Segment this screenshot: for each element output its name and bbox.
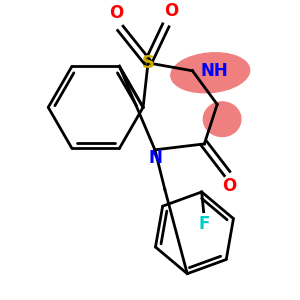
Text: O: O xyxy=(165,2,179,20)
Ellipse shape xyxy=(171,53,250,93)
Text: F: F xyxy=(199,214,210,232)
Text: S: S xyxy=(142,54,154,72)
Text: N: N xyxy=(148,149,162,167)
Text: NH: NH xyxy=(200,62,228,80)
Text: O: O xyxy=(222,177,236,195)
Text: O: O xyxy=(109,4,124,22)
Ellipse shape xyxy=(203,102,241,136)
